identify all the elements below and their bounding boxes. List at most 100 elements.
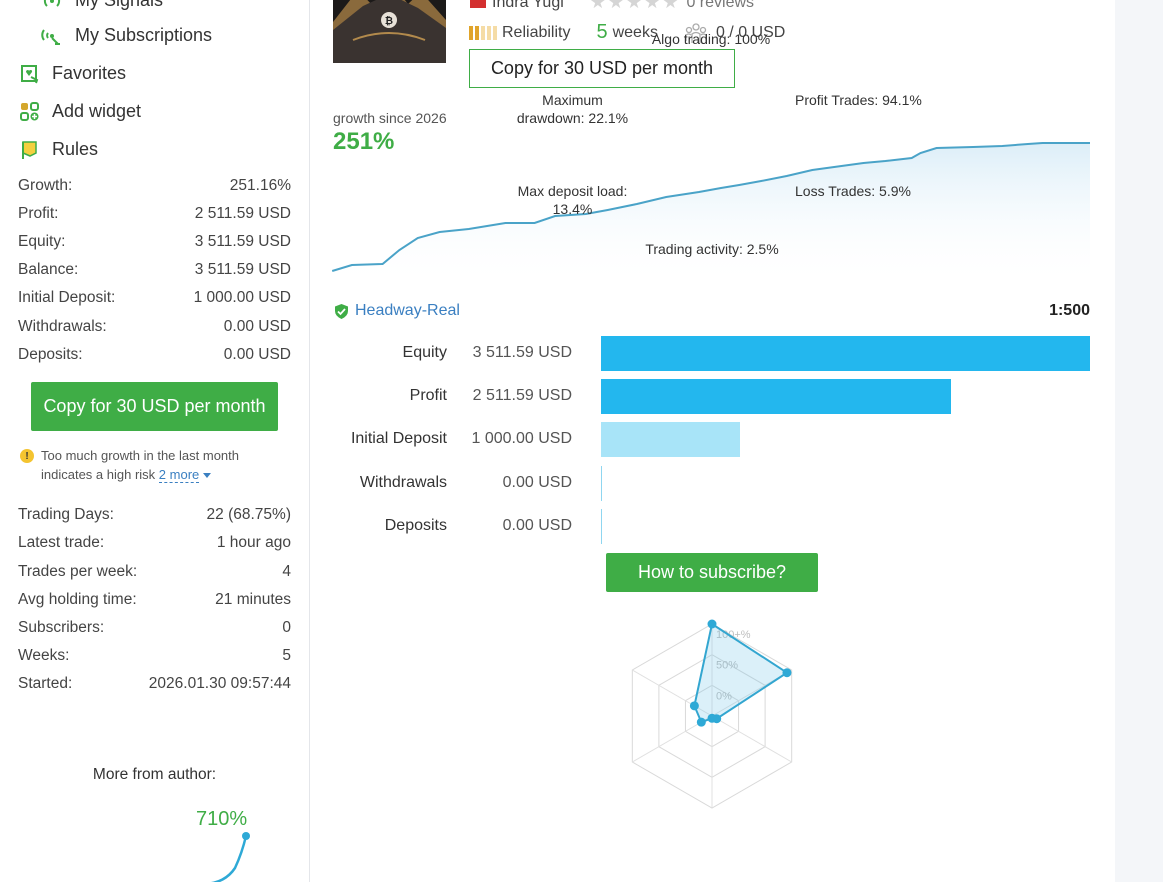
nav-rules[interactable]: Rules [20, 139, 98, 160]
stat-value: 2026.01.30 09:57:44 [148, 675, 291, 692]
nav-favorites-label: Favorites [52, 63, 127, 83]
radar-point[interactable] [707, 619, 717, 629]
radar-point[interactable] [689, 701, 699, 711]
warning-more-link[interactable]: 2 more [158, 467, 200, 483]
radar-ring-label: 50% [716, 660, 738, 672]
header-copy-button[interactable]: Copy for 30 USD per month [469, 49, 735, 88]
radar-label-max-deposit-load-text: Max deposit load: 13.4% [517, 183, 628, 217]
bar-label: Profit [409, 387, 447, 404]
nav-my-signals-label: My Signals [75, 0, 164, 10]
author-signal-growth[interactable]: 710% [196, 808, 248, 830]
radar-label-algo-trading: Algo trading: 100% [651, 31, 771, 47]
stat-value: 1 hour ago [216, 534, 291, 551]
how-to-subscribe-button[interactable]: How to subscribe? [606, 553, 818, 592]
subscriptions-antenna-icon [41, 28, 60, 45]
stat-value: 0.00 USD [223, 318, 291, 335]
radar-label-max-drawdown: Maximum drawdown: 22.1% [510, 91, 635, 127]
bar-value: 1 000.00 USD [471, 430, 572, 447]
stat-label: Profit: [18, 205, 59, 222]
country-flag-icon [470, 0, 486, 8]
stat-value: 5 [282, 647, 291, 664]
stat-value: 0.00 USD [223, 346, 291, 363]
signal-icon [43, 0, 61, 7]
chevron-down-icon[interactable] [203, 473, 212, 479]
bar-label: Equity [402, 344, 447, 361]
stat-initial-deposit: Initial Deposit: 1 000.00 USD [18, 289, 291, 307]
bar-profit[interactable] [601, 379, 951, 414]
growth-chart-label: growth since 2026 [333, 110, 447, 126]
stat-value: 251.16% [229, 177, 291, 194]
more-from-author-title: More from author: [92, 766, 217, 783]
stat-value: 2 511.59 USD [194, 205, 291, 222]
favorites-heart-icon [21, 64, 39, 83]
reliability-bars-icon [469, 25, 497, 40]
growth-line [331, 142, 1090, 272]
radar-label-profit-trades: Profit Trades: 94.1% [795, 92, 922, 108]
author-signal-sparkline[interactable] [195, 828, 255, 882]
nav-add-widget[interactable]: Add widget [20, 101, 141, 122]
reviews-count[interactable]: 0 reviews [686, 0, 755, 11]
stat-label: Deposits: [18, 346, 83, 363]
sidebar-copy-button[interactable]: Copy for 30 USD per month [31, 382, 278, 431]
author-name[interactable]: Indra Yugi [492, 0, 564, 11]
stat-label: Balance: [18, 261, 79, 278]
svg-text:₿: ₿ [385, 15, 393, 27]
nav-my-subscriptions-label: My Subscriptions [75, 25, 213, 45]
stat-equity: Equity: 3 511.59 USD [18, 233, 291, 251]
stat-label: Withdrawals: [18, 318, 107, 335]
stat-growth: Growth: 251.16% [18, 177, 291, 195]
radar-point[interactable] [696, 717, 706, 727]
stat-subscribers: Subscribers: 0 [18, 619, 291, 637]
nav-favorites[interactable]: Favorites [20, 63, 126, 84]
weeks-value: 5 [596, 21, 608, 43]
radar-chart: 100+%50%0% [631, 619, 793, 809]
subscribers-icon [685, 22, 707, 43]
nav-rules-label: Rules [52, 139, 99, 159]
stat-value: 21 minutes [215, 591, 291, 608]
mountain-logo-icon: ₿ [333, 0, 446, 63]
bar-deposits[interactable] [601, 509, 602, 544]
radar-label-trading-activity: Trading activity: 2.5% [645, 241, 779, 257]
nav-my-signals[interactable]: My Signals [41, 0, 163, 11]
radar-point[interactable] [782, 668, 792, 678]
radar-label-max-drawdown-text: Maximum drawdown: 22.1% [516, 92, 629, 126]
stat-value: 22 (68.75%) [206, 506, 291, 523]
bar-value: 0.00 USD [502, 517, 572, 534]
warning-icon: ! [20, 449, 34, 463]
bar-label: Deposits [384, 517, 447, 534]
signal-avatar[interactable]: ₿ [333, 0, 446, 63]
bar-value: 2 511.59 USD [472, 387, 572, 404]
radar-spoke [711, 715, 792, 763]
rules-flag-icon [22, 140, 37, 159]
author-line: Indra Yugi ★★★★★ 0 reviews [470, 0, 754, 13]
leverage-value: 1:500 [1049, 302, 1090, 319]
stat-trades-per-week: Trades per week: 4 [18, 563, 291, 581]
radar-label-max-deposit-load: Max deposit load: 13.4% [510, 182, 635, 218]
stat-label: Latest trade: [18, 534, 105, 551]
subscribers-funds: 0 / 0 USD [715, 23, 786, 41]
stat-value: 3 511.59 USD [194, 233, 291, 250]
nav-my-subscriptions[interactable]: My Subscriptions [41, 25, 212, 46]
stat-withdrawals: Withdrawals: 0.00 USD [18, 318, 291, 336]
stat-label: Equity: [18, 233, 66, 250]
stat-started: Started: 2026.01.30 09:57:44 [18, 675, 291, 693]
bar-initial-deposit[interactable] [601, 422, 740, 457]
broker-name[interactable]: Headway-Real [333, 302, 460, 320]
sidebar: My Signals My Subscriptions Favorites Ad… [0, 0, 310, 882]
stat-balance: Balance: 3 511.59 USD [18, 261, 291, 279]
reliability-line: Reliability 5 weeks 0 / 0 USD [469, 21, 785, 44]
stat-profit: Profit: 2 511.59 USD [18, 205, 291, 223]
growth-line-chart[interactable] [330, 126, 1100, 286]
radar-point[interactable] [707, 713, 717, 723]
bar-value: 0.00 USD [502, 474, 572, 491]
bar-equity[interactable] [601, 336, 1090, 371]
risk-warning-text: Too much growth in the last month indica… [41, 448, 239, 482]
radar-label-loss-trades: Loss Trades: 5.9% [795, 183, 911, 199]
stat-label: Initial Deposit: [18, 289, 116, 306]
stat-label: Growth: [18, 177, 73, 194]
bar-withdrawals[interactable] [601, 466, 602, 501]
reliability-label: Reliability [502, 23, 571, 41]
stat-value: 0 [282, 619, 291, 636]
broker-label: Headway-Real [355, 302, 460, 319]
bar-label: Initial Deposit [350, 430, 447, 447]
